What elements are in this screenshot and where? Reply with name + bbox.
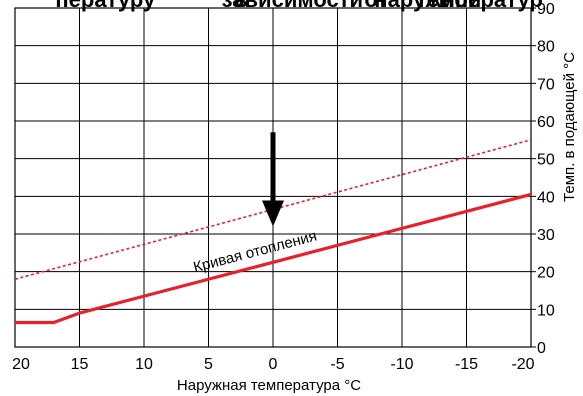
y-tick-label: 80: [537, 39, 555, 56]
x-tick-label: 20: [12, 356, 30, 373]
arrow-head: [262, 200, 284, 227]
dashed-heating-curve: [14, 139, 532, 280]
y-tick-label: 30: [537, 227, 555, 244]
x-axis-label: Наружная температура °C: [177, 377, 361, 394]
title-fragment: в: [234, 0, 248, 12]
grid: [14, 7, 536, 348]
x-tick-label: 5: [204, 356, 213, 373]
y-tick-label: 40: [537, 189, 555, 206]
title-fragment: пературу: [55, 0, 156, 12]
y-tick-label: 0: [537, 340, 546, 357]
y-tick-label: 10: [537, 302, 555, 319]
annotations: [262, 132, 284, 227]
x-tick-label: -10: [390, 356, 413, 373]
y-tick-label: 60: [537, 114, 555, 131]
title-fragment: от: [364, 0, 388, 12]
title-fragment: наружной: [374, 0, 481, 12]
x-tick-label: 10: [135, 356, 153, 373]
title-fragment: температур: [416, 0, 543, 12]
x-tick-label: -20: [511, 356, 534, 373]
y-axis-label: Темп. в подающей °C: [561, 52, 578, 202]
x-tick-label: -15: [455, 356, 478, 373]
x-tick-label: -5: [330, 356, 344, 373]
y-tick-label: 50: [537, 152, 555, 169]
y-tick-label: 20: [537, 265, 555, 282]
title-fragment: зависимости: [222, 0, 363, 12]
chart-title: пературу взависимостиотнаружнойтемператур: [55, 0, 542, 12]
x-tick-label: 0: [269, 356, 278, 373]
curve-label: Кривая отопления: [192, 228, 319, 277]
heating-curve-line: [15, 192, 532, 325]
x-tick-label: 15: [71, 356, 89, 373]
y-tick-label: 70: [537, 76, 555, 93]
y-tick-label: 90: [537, 1, 555, 18]
